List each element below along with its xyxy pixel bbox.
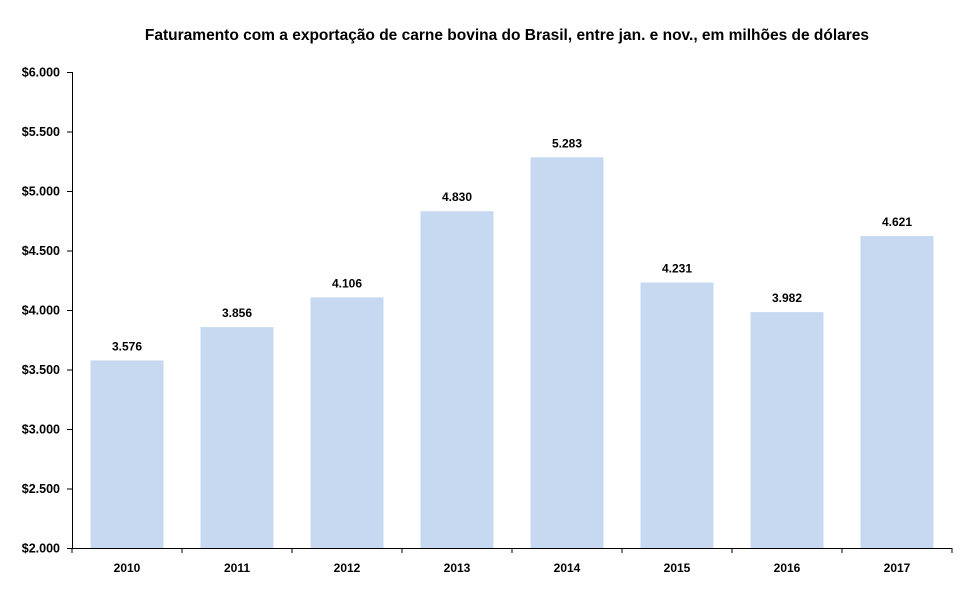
x-tick-label: 2015 [664,561,691,575]
x-axis: 2010 2011 2012 2013 2014 2015 2016 2017 [71,548,953,575]
bar-2012 [310,297,384,548]
y-tick-label: $3.000 [22,423,60,437]
bar-2016 [750,312,824,548]
y-tick-label: $4.000 [22,304,60,318]
x-tick-label: 2016 [774,561,801,575]
bar-2015 [640,282,714,548]
y-tick-label: $5.000 [22,185,60,199]
bar-2014 [530,157,604,548]
x-tick-label: 2010 [114,561,141,575]
x-tick-label: 2011 [224,561,250,575]
data-label-2011: 3.856 [222,306,252,320]
data-label-2012: 4.106 [332,276,362,290]
chart-title: Faturamento com a exportação de carne bo… [145,27,869,44]
bar-2013 [420,211,494,549]
y-tick-label: $4.500 [22,244,60,258]
data-label-2010: 3.576 [112,339,142,353]
y-tick-label: $2.500 [22,482,60,496]
bars: 3.576 3.856 4.106 4.830 5.283 4.231 3.982 4.621 [90,136,934,549]
data-label-2015: 4.231 [662,262,692,276]
x-tick-label: 2013 [444,561,471,575]
data-label-2017: 4.621 [882,215,912,229]
y-tick-label: $6.000 [22,66,60,80]
bar-2011 [200,327,274,548]
data-label-2013: 4.830 [442,190,472,204]
y-tick-label: $5.500 [22,125,60,139]
bar-2017 [860,236,934,548]
y-axis: $2.000 $2.500 $3.000 $3.500 $4.000 $4.500 $5.0… [22,66,73,556]
x-tick-label: 2017 [884,561,911,575]
x-tick-label: 2012 [334,561,361,575]
y-tick-label: $3.500 [22,363,60,377]
data-label-2016: 3.982 [772,291,802,305]
data-label-2014: 5.283 [552,136,582,150]
bar-2010 [90,360,164,548]
x-tick-label: 2014 [554,561,581,575]
y-tick-label: $2.000 [22,542,60,556]
